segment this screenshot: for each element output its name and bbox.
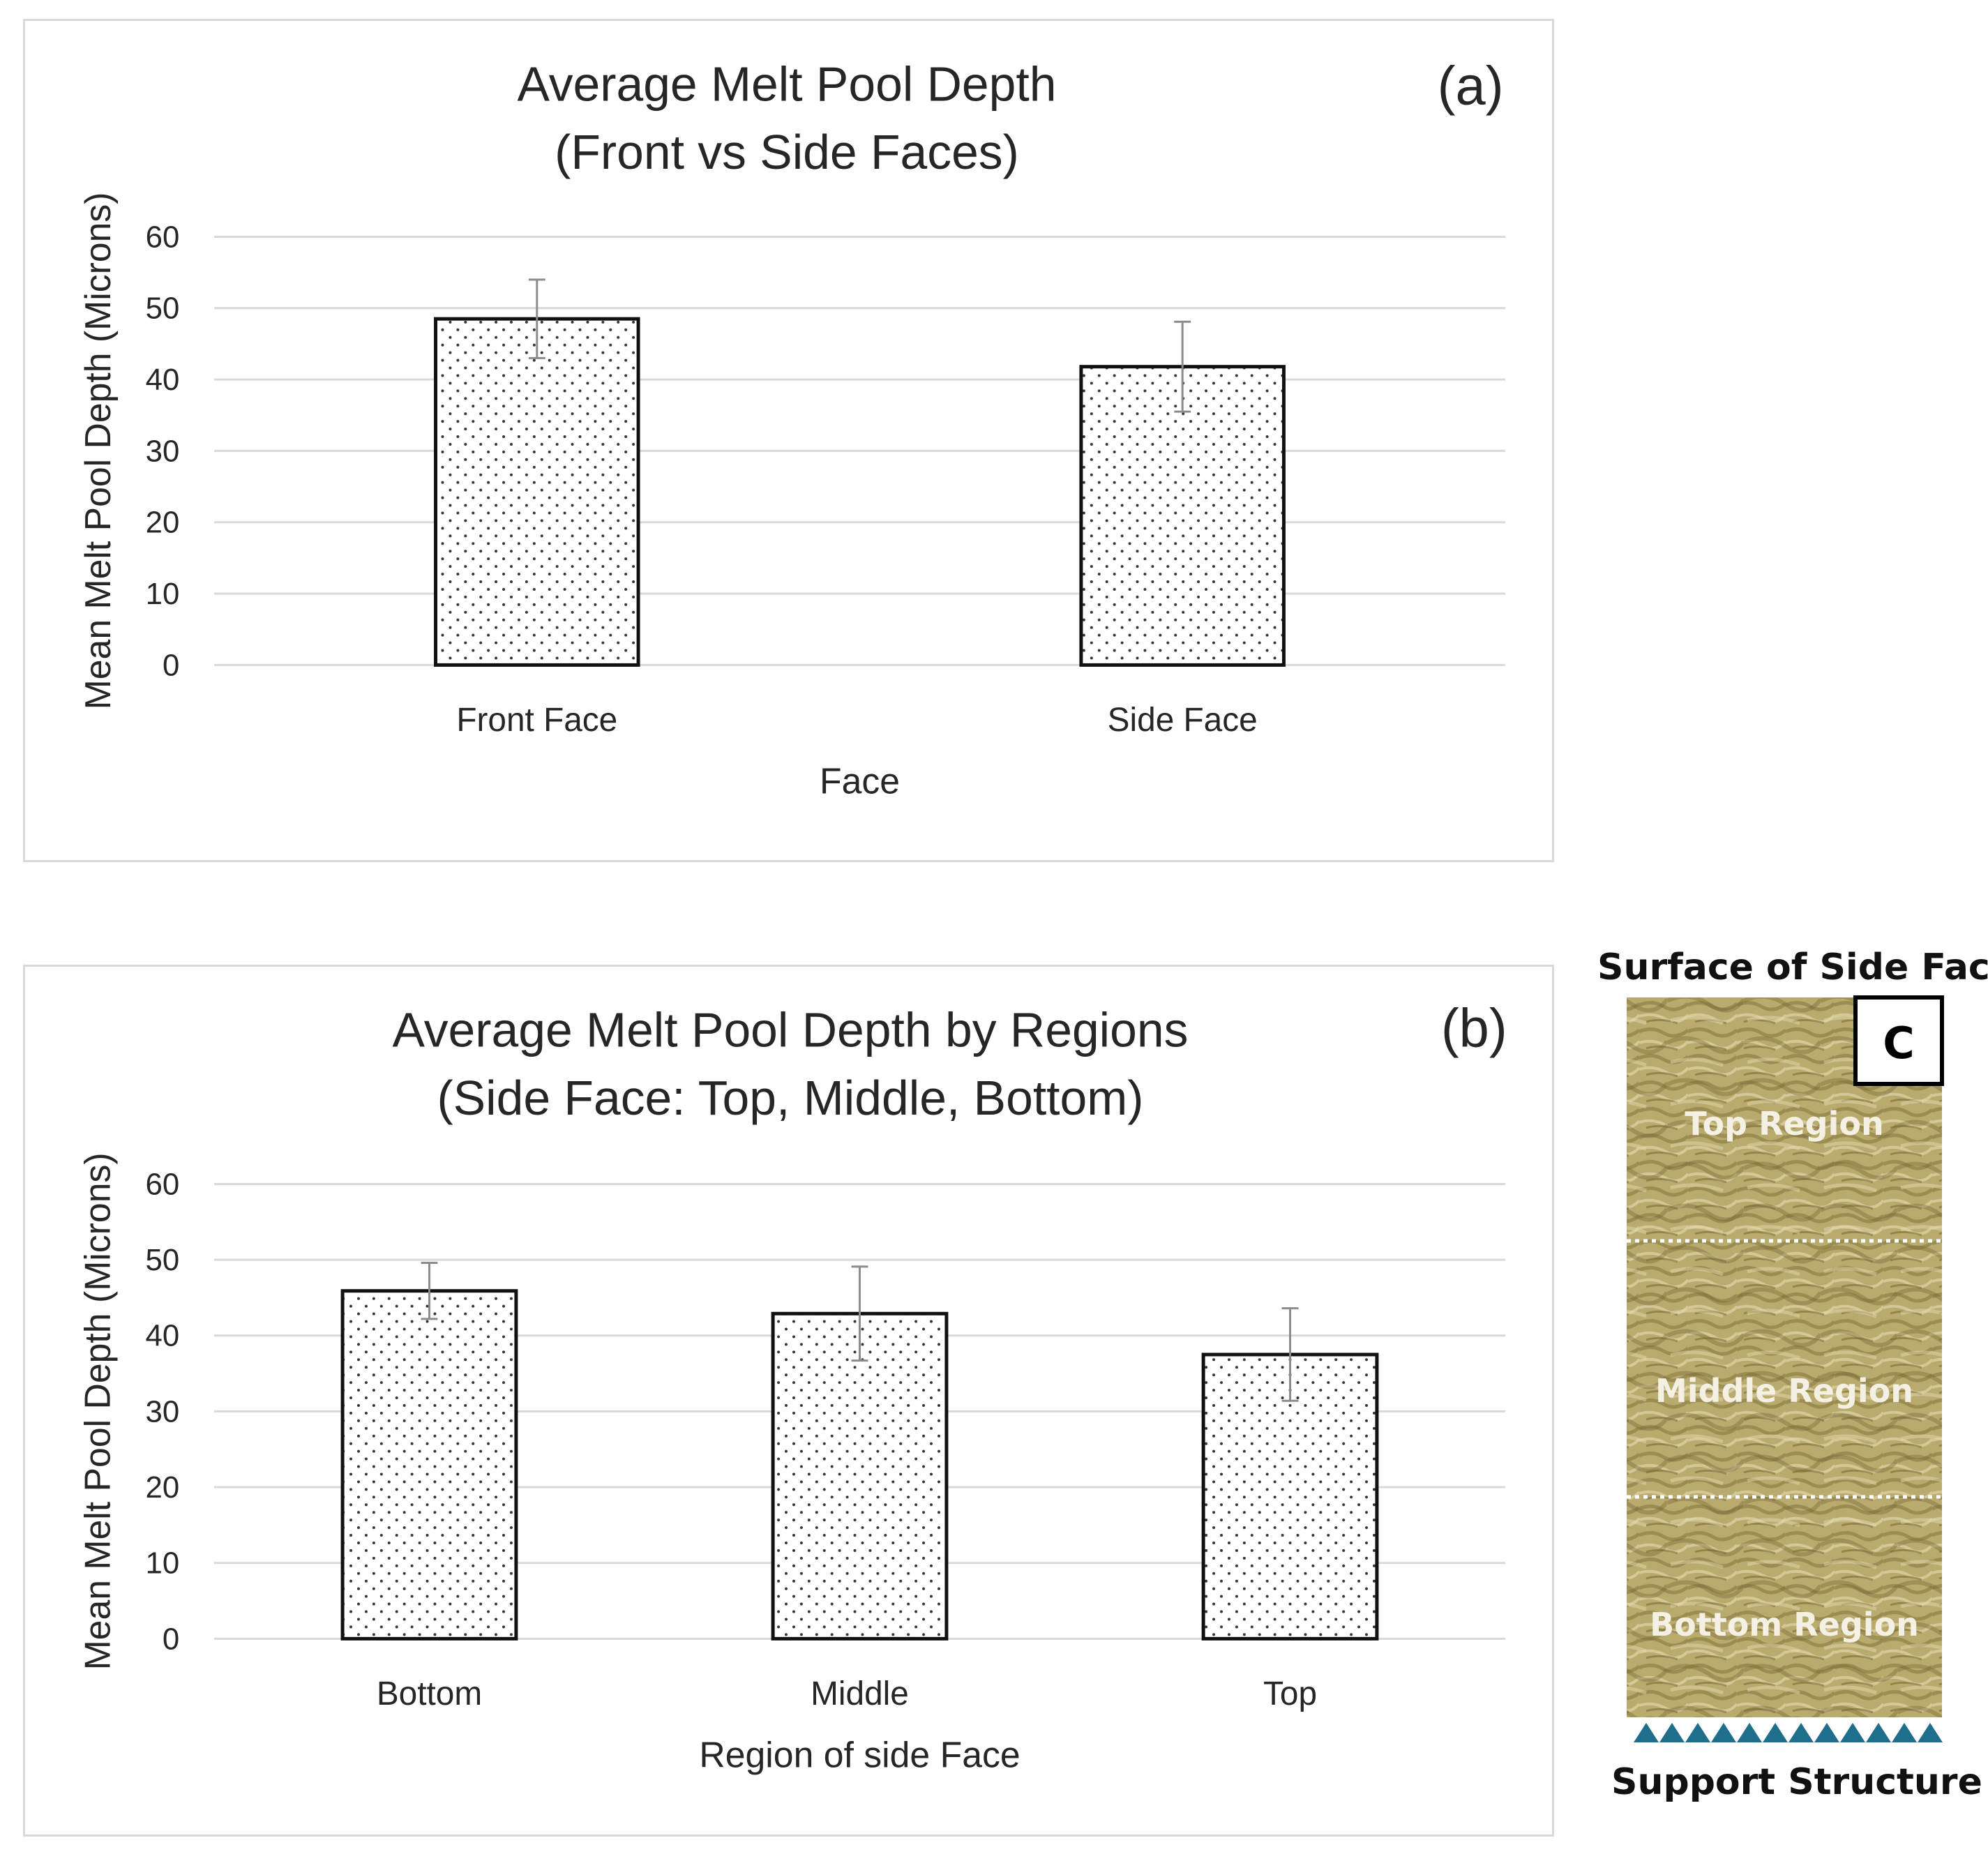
y-tick-label: 40 bbox=[146, 363, 180, 397]
region-label-middle: Middle Region bbox=[1655, 1372, 1913, 1410]
y-tick-label: 10 bbox=[146, 1546, 180, 1581]
support-tooth bbox=[1763, 1723, 1788, 1742]
bar bbox=[1201, 1352, 1379, 1641]
support-tooth bbox=[1789, 1723, 1814, 1742]
y-axis-title: Mean Melt Pool Depth (Microns) bbox=[77, 1152, 118, 1670]
photo-panel: Surface of Side Face C Top Region Middle… bbox=[1590, 945, 1988, 1831]
chart-b-panel: Average Melt Pool Depth by Regions (Side … bbox=[23, 965, 1554, 1837]
x-axis-title: Region of side Face bbox=[699, 1734, 1020, 1774]
chart-a: Average Melt Pool Depth (Front vs Side Fa… bbox=[77, 56, 1505, 801]
photo-footer: Support Structure bbox=[1611, 1761, 1982, 1803]
support-tooth bbox=[1866, 1723, 1891, 1742]
panel-label: (b) bbox=[1441, 998, 1507, 1058]
chart-title-line-2: (Front vs Side Faces) bbox=[555, 125, 1019, 179]
photo-heading: Surface of Side Face bbox=[1597, 947, 1988, 988]
chart-title-line-1: Average Melt Pool Depth bbox=[518, 56, 1057, 111]
support-tooth bbox=[1892, 1723, 1917, 1742]
support-structure-teeth bbox=[1634, 1723, 1943, 1742]
support-tooth bbox=[1659, 1723, 1685, 1742]
bar bbox=[340, 1289, 518, 1641]
bar bbox=[434, 317, 640, 667]
region-label-top: Top Region bbox=[1685, 1105, 1883, 1143]
support-tooth bbox=[1737, 1723, 1762, 1742]
y-tick-label: 40 bbox=[146, 1319, 180, 1353]
chart-title-line-1: Average Melt Pool Depth by Regions bbox=[393, 1002, 1189, 1057]
y-tick-label: 0 bbox=[163, 1622, 179, 1656]
y-tick-label: 60 bbox=[146, 220, 180, 254]
support-tooth bbox=[1814, 1723, 1839, 1742]
support-tooth bbox=[1634, 1723, 1659, 1742]
y-tick-label: 20 bbox=[146, 506, 180, 540]
region-label-bottom: Bottom Region bbox=[1650, 1606, 1919, 1643]
y-tick-label: 20 bbox=[146, 1470, 180, 1505]
chart-a-panel: Average Melt Pool Depth (Front vs Side Fa… bbox=[23, 19, 1554, 862]
support-tooth bbox=[1711, 1723, 1736, 1742]
y-tick-label: 30 bbox=[146, 1394, 180, 1429]
y-tick-label: 0 bbox=[163, 648, 179, 682]
x-tick-label: Side Face bbox=[1108, 702, 1258, 739]
x-tick-label: Bottom bbox=[377, 1675, 482, 1712]
x-axis-title: Face bbox=[820, 760, 900, 801]
y-tick-label: 50 bbox=[146, 1243, 180, 1277]
support-tooth bbox=[1918, 1723, 1943, 1742]
y-tick-label: 10 bbox=[146, 577, 180, 611]
y-tick-label: 30 bbox=[146, 434, 180, 468]
panel-label: (a) bbox=[1438, 56, 1504, 116]
side-face-photo: C Top Region Middle Region Bottom Region bbox=[1627, 995, 1944, 1742]
photo-panel-label: C bbox=[1883, 1018, 1915, 1069]
x-tick-label: Front Face bbox=[456, 702, 617, 739]
chart-title-line-2: (Side Face: Top, Middle, Bottom) bbox=[437, 1071, 1143, 1125]
y-axis-title: Mean Melt Pool Depth (Microns) bbox=[77, 193, 118, 710]
y-tick-label: 50 bbox=[146, 292, 180, 326]
photo-label-box bbox=[1853, 995, 1944, 1086]
x-tick-label: Top bbox=[1263, 1675, 1317, 1712]
support-tooth bbox=[1840, 1723, 1865, 1742]
x-tick-label: Middle bbox=[811, 1675, 909, 1712]
chart-b: Average Melt Pool Depth by Regions (Side … bbox=[77, 998, 1507, 1774]
y-tick-label: 60 bbox=[146, 1167, 180, 1201]
support-tooth bbox=[1685, 1723, 1710, 1742]
bar bbox=[771, 1311, 949, 1641]
